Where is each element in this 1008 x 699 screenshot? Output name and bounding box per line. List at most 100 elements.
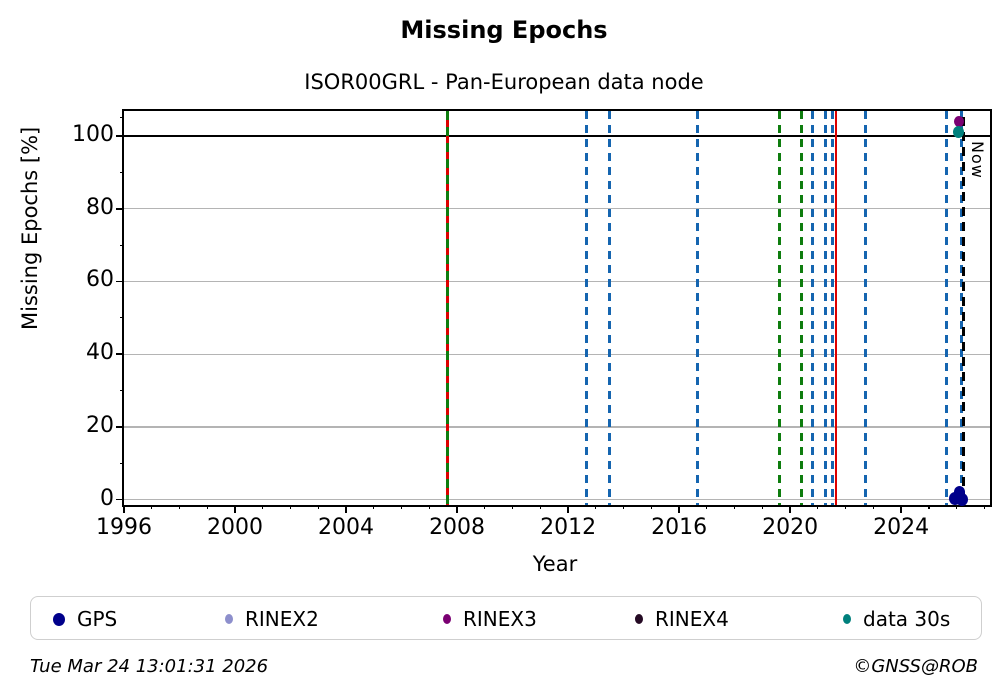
x-minor-tick [400,505,403,509]
credit-text: ©GNSS@ROB [853,656,978,677]
legend-label: RINEX2 [245,607,319,631]
now-label: Now [968,141,988,179]
legend-item: RINEX2 [225,597,319,641]
event-line [830,111,834,505]
event-line [959,111,963,505]
x-tick [900,505,903,513]
event-line [863,111,867,505]
grid-line [124,426,990,428]
x-minor-tick [595,505,597,509]
y-tick [116,280,124,283]
legend-marker-icon [53,612,65,626]
legend-label: data 30s [863,607,951,631]
data-point [953,115,964,127]
x-tick-label: 2020 [762,515,819,540]
event-line [585,111,589,505]
grid-line [124,498,990,501]
event-line [777,111,781,505]
x-tick [678,505,680,513]
x-tick [567,505,569,513]
y-minor-tick [120,317,124,319]
event-line [823,111,827,505]
x-minor-tick [178,505,181,509]
x-minor-tick [484,505,486,509]
data-point [952,125,964,138]
x-tick-label: 2004 [318,515,375,540]
x-minor-tick [928,505,930,509]
grid-line [124,353,990,355]
grid-line [124,280,990,283]
x-minor-tick [734,505,736,509]
y-tick-label: 80 [86,194,114,220]
x-tick [345,505,347,513]
chart-subtitle: ISOR00GRL - Pan-European data node [304,70,704,94]
y-minor-tick [120,244,124,246]
event-line [607,111,611,505]
event-line [945,111,949,505]
x-minor-tick [539,505,541,509]
x-tick [123,505,125,513]
y-tick-label: 40 [86,340,114,366]
plot-area: Now 1996 2000 2004 2008 2012 2016 2020 2024 0 20 40… [72,109,992,540]
data-point [956,492,969,506]
legend-marker-icon [635,614,643,624]
x-minor-tick [650,505,652,509]
x-tick-label: 2008 [429,515,486,540]
page-title: Missing Epochs [400,16,608,44]
x-tick [789,505,791,513]
grid-line [124,208,990,210]
x-tick-label: 2024 [873,515,930,540]
x-tick-label: 2000 [207,515,264,540]
timestamp-text: Tue Mar 24 13:01:31 2026 [30,656,269,677]
y-tick [116,498,124,501]
legend-item: RINEX3 [443,597,537,641]
y-tick-label: 60 [86,267,114,293]
x-minor-tick [817,505,819,509]
y-tick-label: 0 [100,485,114,511]
x-minor-tick [289,505,292,509]
y-minor-tick [120,389,124,392]
x-minor-tick [317,505,319,509]
legend-item: data 30s [843,597,950,641]
event-line [834,111,838,505]
legend-label: RINEX4 [655,607,729,631]
legend-item: GPS [53,597,117,641]
legend-item: RINEX4 [635,597,729,641]
y-tick [116,135,124,137]
x-tick-label: 2016 [651,515,708,540]
y-axis-label: Missing Epochs [%] [18,126,42,330]
x-tick [456,505,458,513]
y-tick [116,208,124,210]
event-line [695,111,699,505]
legend-marker-icon [225,614,233,624]
legend-label: GPS [77,607,118,631]
x-tick [234,505,236,513]
y-tick-label: 20 [86,412,114,438]
x-axis-label: Year [532,552,578,576]
x-minor-tick [373,505,375,509]
legend-marker-icon [443,614,451,624]
x-minor-tick [956,505,958,509]
event-line [799,111,803,505]
now-line [961,111,965,505]
x-minor-tick [206,505,208,509]
hundred-percent-line [124,135,990,138]
x-minor-tick [983,505,986,509]
event-line [445,111,450,505]
x-minor-tick [151,505,153,509]
event-line [810,111,814,505]
x-minor-tick [262,505,264,509]
y-minor-tick [120,117,124,119]
legend-label: RINEX3 [463,607,537,631]
x-minor-tick [511,505,514,509]
x-minor-tick [428,505,430,509]
x-minor-tick [872,505,874,509]
x-minor-tick [706,505,708,509]
x-tick-label: 1996 [96,515,152,540]
legend-marker-icon [843,614,851,624]
x-minor-tick [845,505,847,509]
x-tick-label: 2012 [540,515,597,540]
y-tick-label: 100 [72,122,114,148]
x-minor-tick [761,505,763,509]
